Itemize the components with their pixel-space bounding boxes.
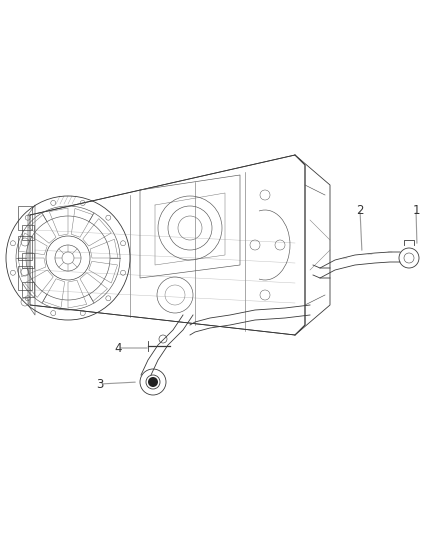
Text: 3: 3 <box>96 377 104 391</box>
Bar <box>18 236 32 260</box>
Text: 2: 2 <box>356 204 364 216</box>
Text: 4: 4 <box>114 342 122 354</box>
Bar <box>18 206 32 230</box>
Circle shape <box>148 377 158 387</box>
Text: 1: 1 <box>412 204 420 216</box>
Bar <box>22 282 34 297</box>
Bar <box>18 266 32 290</box>
Bar <box>22 225 34 240</box>
Bar <box>22 253 34 268</box>
